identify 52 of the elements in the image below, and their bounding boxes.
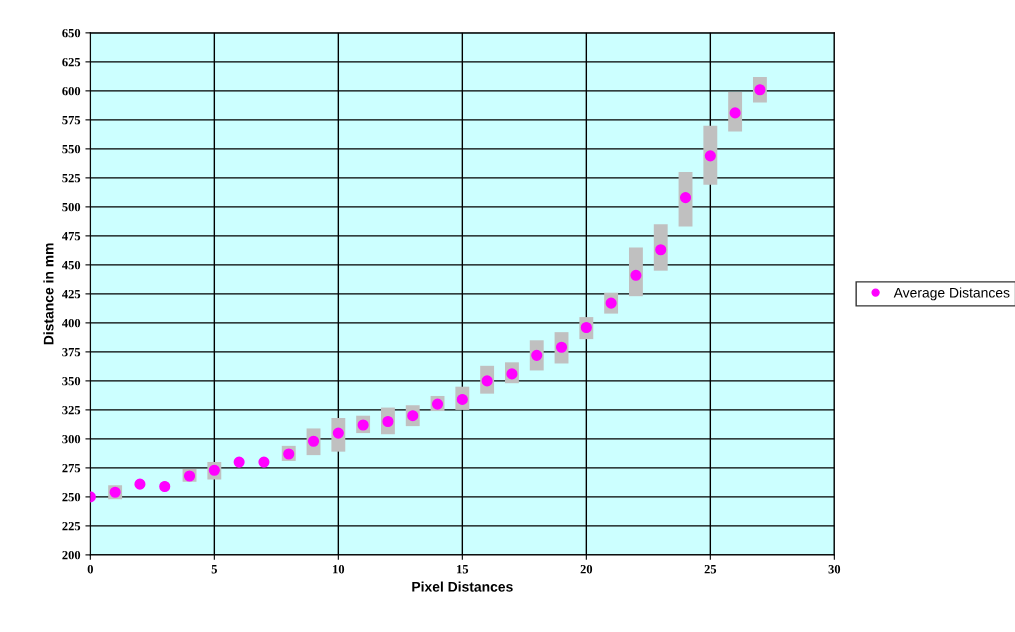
- legend-label: Average Distances: [893, 287, 1010, 301]
- point: [307, 435, 320, 447]
- y-tick-label: 550: [62, 144, 81, 154]
- point: [531, 349, 543, 361]
- y-tick-label: 425: [62, 289, 81, 299]
- point: [481, 375, 493, 387]
- point: [208, 464, 220, 476]
- y-tick-label: 625: [62, 57, 81, 67]
- y-tick-label: 200: [62, 550, 81, 560]
- y-tick-label: 525: [62, 173, 81, 183]
- y-tick-label: 325: [62, 405, 81, 415]
- y-tick-label: 600: [62, 86, 81, 96]
- point: [258, 456, 270, 468]
- point: [357, 419, 369, 431]
- x-tick-label: 20: [580, 564, 593, 574]
- point: [754, 84, 766, 96]
- point: [630, 269, 642, 281]
- y-tick-label: 400: [62, 318, 81, 328]
- y-tick-label: 650: [62, 28, 81, 38]
- point: [580, 321, 592, 334]
- point: [555, 341, 568, 353]
- y-tick-label: 450: [62, 260, 81, 270]
- y-tick-label: 375: [62, 347, 81, 357]
- x-tick-label: 0: [87, 564, 93, 574]
- x-tick-label: 15: [457, 565, 469, 574]
- point: [407, 410, 419, 422]
- y-tick-label: 575: [62, 116, 81, 125]
- point: [134, 478, 146, 490]
- point: [332, 427, 344, 439]
- x-tick-label: 5: [211, 565, 217, 574]
- point: [655, 244, 667, 256]
- y-tick-label: 225: [62, 521, 81, 531]
- point: [382, 415, 394, 428]
- x-tick-label: 25: [704, 565, 717, 574]
- point: [506, 368, 518, 380]
- x-axis-title: Pixel Distances: [412, 581, 513, 592]
- x-tick-label: 30: [828, 564, 841, 574]
- point: [605, 297, 617, 309]
- point: [679, 192, 692, 204]
- y-tick-label: 250: [62, 492, 81, 502]
- x-tick-label: 10: [333, 564, 345, 574]
- point: [159, 480, 171, 493]
- point: [456, 393, 468, 406]
- y-tick-label: 350: [62, 376, 81, 386]
- point: [729, 107, 741, 119]
- y-tick-label: 500: [62, 202, 81, 212]
- y-tick-label: 300: [62, 434, 81, 444]
- y-axis-title: Distance in mm: [43, 243, 54, 345]
- point: [704, 150, 716, 162]
- y-tick-label: 475: [62, 231, 81, 241]
- point: [233, 456, 245, 468]
- y-tick-label: 275: [62, 463, 81, 473]
